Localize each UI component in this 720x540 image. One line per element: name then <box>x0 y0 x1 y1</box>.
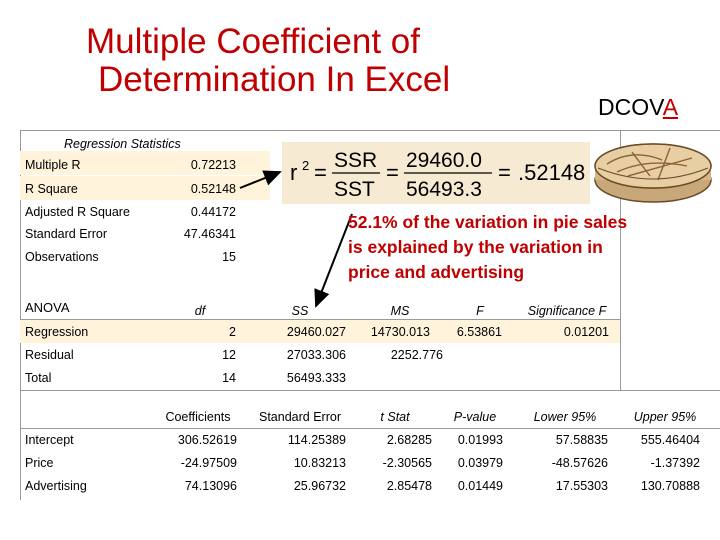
stat-value-observations: 15 <box>222 250 236 264</box>
coef-row-label: Price <box>25 456 54 470</box>
slide-title-line2: Determination In Excel <box>98 60 451 99</box>
stat-value-adj-r-square: 0.44172 <box>190 205 236 219</box>
interpretation-note: 52.1% of the variation in pie sales is e… <box>348 210 627 285</box>
shaded-row <box>20 176 270 200</box>
anova-cell-ss: 56493.333 <box>286 371 346 385</box>
anova-header-significance-f: Significance F <box>527 304 607 318</box>
anova-header-ss: SS <box>291 304 309 318</box>
coef-cell: 25.96732 <box>293 479 346 493</box>
brand-logo: DCOVA <box>598 94 678 121</box>
coef-cell: -1.37392 <box>650 456 700 470</box>
coef-cell: -2.30565 <box>382 456 432 470</box>
coef-cell: -48.57626 <box>551 456 608 470</box>
stat-value-r-square: 0.52148 <box>190 182 236 196</box>
stat-value-multiple-r: 0.72213 <box>190 158 236 172</box>
anova-row-label: Residual <box>25 348 74 362</box>
coef-cell: 130.70888 <box>640 479 700 493</box>
coef-cell: 0.03979 <box>457 456 503 470</box>
regression-stats-header: Regression Statistics <box>64 137 181 151</box>
stat-label-observations: Observations <box>25 250 99 264</box>
stat-label-adj-r-square: Adjusted R Square <box>25 205 130 219</box>
anova-cell-df: 2 <box>229 325 236 339</box>
note-line: 52.1% of the variation in pie sales <box>348 212 628 232</box>
formula-graphic: r 2 = SSR SST = 29460.0 56493.3 = .52148 <box>290 149 585 201</box>
coef-cell: 17.55303 <box>555 479 608 493</box>
formula-equals-1: = <box>314 160 327 185</box>
coef-cell: 2.68285 <box>386 433 432 447</box>
shaded-row <box>20 319 620 343</box>
anova-row-label: Regression <box>25 325 89 339</box>
anova-row-label: Total <box>25 371 52 385</box>
formula-sst-value: 56493.3 <box>406 178 482 201</box>
anova-header-rule <box>20 319 620 320</box>
formula-exponent: 2 <box>302 158 309 173</box>
formula-equals-3: = <box>498 160 511 185</box>
coef-header-rule <box>20 428 720 429</box>
coef-cell: 306.52619 <box>177 433 237 447</box>
coef-cell: 2.85478 <box>386 479 432 493</box>
coef-row-label: Advertising <box>25 479 87 493</box>
brand-prefix: DCOV <box>598 94 663 120</box>
formula-sst: SST <box>334 178 375 201</box>
formula-ssr-value: 29460.0 <box>406 149 482 172</box>
coef-header-t-stat: t Stat <box>380 410 410 424</box>
brand-accent: A <box>662 94 679 120</box>
anova-cell-ms: 2252.776 <box>390 348 443 362</box>
coef-cell: 10.83213 <box>293 456 346 470</box>
anova-cell-f: 6.53861 <box>456 325 502 339</box>
pie-image <box>594 143 712 203</box>
anova-header-df: df <box>194 304 206 318</box>
table-left-border <box>20 130 21 500</box>
stat-label-r-square: R Square <box>25 182 78 196</box>
coef-header-p-value: P-value <box>453 410 497 424</box>
table-top-border <box>20 130 720 131</box>
coef-cell: 74.13096 <box>184 479 237 493</box>
coef-cell: 555.46404 <box>640 433 700 447</box>
formula-r: r <box>290 160 297 185</box>
anova-cell-ss: 27033.306 <box>286 348 346 362</box>
formula-equals-2: = <box>386 160 399 185</box>
anova-header-f: F <box>476 304 484 318</box>
coef-header-lower-95: Lower 95% <box>533 410 597 424</box>
anova-cell-sig: 0.01201 <box>563 325 609 339</box>
anova-cell-ss: 29460.027 <box>286 325 346 339</box>
stat-label-std-error: Standard Error <box>25 227 107 241</box>
anova-cell-ms: 14730.013 <box>370 325 430 339</box>
anova-label: ANOVA <box>25 300 70 315</box>
anova-cell-df: 14 <box>222 371 236 385</box>
stat-value-std-error: 47.46341 <box>183 227 236 241</box>
coef-header-upper-95: Upper 95% <box>633 410 697 424</box>
note-line: price and advertising <box>348 262 525 282</box>
formula-ssr: SSR <box>334 149 377 172</box>
slide-title-line1: Multiple Coefficient of <box>86 22 420 61</box>
coef-cell: 114.25389 <box>287 433 346 447</box>
coef-header-coefficients: Coefficients <box>165 410 231 424</box>
r-squared-formula: r 2 = SSR SST = 29460.0 56493.3 = .52148 <box>282 142 590 204</box>
anova-cell-df: 12 <box>222 348 236 362</box>
coef-cell: 57.58835 <box>555 433 608 447</box>
coef-header-std-error: Standard Error <box>259 410 341 424</box>
shaded-row <box>20 151 270 175</box>
coef-cell: 0.01993 <box>457 433 503 447</box>
anova-bottom-border <box>20 390 720 391</box>
formula-result: .52148 <box>518 160 585 185</box>
stat-label-multiple-r: Multiple R <box>25 158 81 172</box>
coef-cell: 0.01449 <box>457 479 503 493</box>
anova-header-ms: MS <box>390 304 410 318</box>
arrow-icon <box>314 213 353 308</box>
coef-row-label: Intercept <box>25 433 74 447</box>
coef-cell: -24.97509 <box>180 456 237 470</box>
arrow-icon <box>239 170 282 189</box>
note-line: is explained by the variation in <box>348 237 603 257</box>
table-divider <box>620 130 621 390</box>
